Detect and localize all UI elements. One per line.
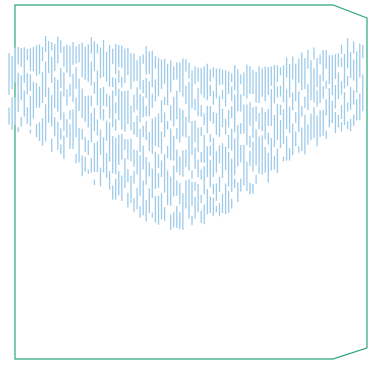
frame-outline (14, 4, 368, 360)
line-pattern (8, 36, 364, 230)
